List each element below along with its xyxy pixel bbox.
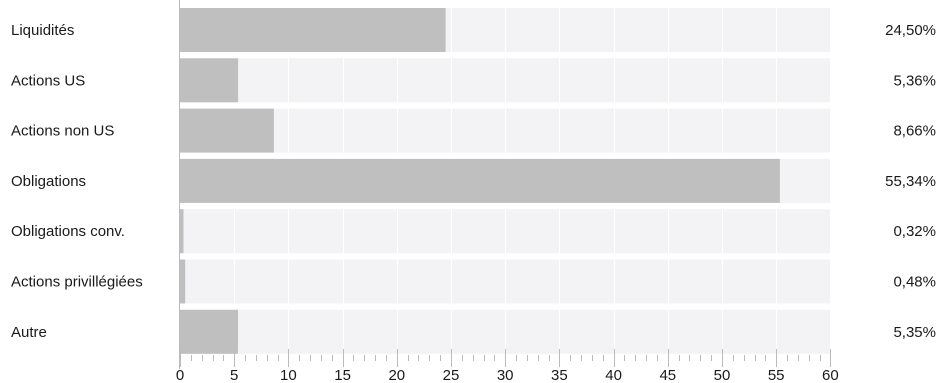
tick-label: 60	[822, 367, 839, 383]
category-label: Actions non US	[11, 123, 114, 140]
bar	[180, 8, 446, 52]
tick-label: 35	[551, 367, 568, 383]
tick-label: 55	[768, 367, 785, 383]
bar	[180, 158, 780, 203]
category-label: Obligations conv.	[11, 223, 125, 240]
tick-label: 20	[388, 367, 405, 383]
tick-label: 10	[280, 367, 297, 383]
tick-label: 45	[659, 367, 676, 383]
value-label: 0,32%	[893, 223, 936, 240]
category-label: Actions privillégiées	[11, 274, 143, 291]
value-label: 5,35%	[893, 324, 936, 341]
category-label: Actions US	[11, 72, 85, 89]
bar	[180, 309, 238, 354]
x-axis: 0 5 10 15 20 25 30 35 40 45 50 55 60	[176, 0, 839, 383]
tick-label: 15	[334, 367, 351, 383]
tick-label: 5	[230, 367, 238, 383]
value-labels: 24,50% 5,36% 8,66% 55,34% 0,32% 0,48% 5,35%	[885, 22, 936, 341]
value-label: 55,34%	[885, 173, 936, 190]
category-labels: Liquidités Actions US Actions non US Obliga…	[11, 22, 143, 341]
bar	[180, 209, 184, 254]
bar	[180, 259, 186, 304]
bar	[180, 108, 274, 153]
category-label: Autre	[11, 324, 47, 341]
bar	[180, 58, 239, 103]
bars	[180, 8, 780, 354]
tick-label: 30	[497, 367, 514, 383]
tick-label: 25	[443, 367, 460, 383]
value-label: 5,36%	[893, 72, 936, 89]
category-label: Liquidités	[11, 22, 74, 39]
tick-label: 0	[176, 367, 184, 383]
tick-label: 50	[714, 367, 731, 383]
tick-label: 40	[605, 367, 622, 383]
value-label: 24,50%	[885, 22, 936, 39]
value-label: 0,48%	[893, 274, 936, 291]
category-label: Obligations	[11, 173, 86, 190]
value-label: 8,66%	[893, 123, 936, 140]
